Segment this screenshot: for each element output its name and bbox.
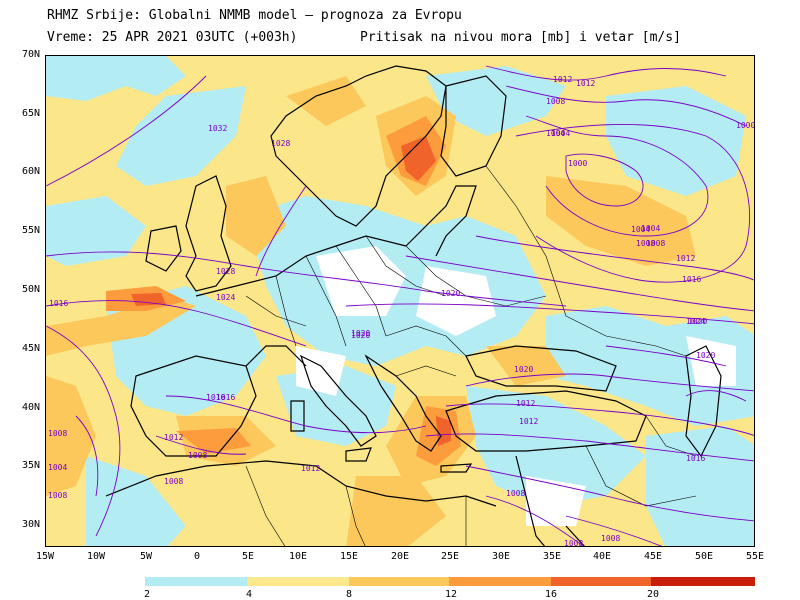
isobar-label: 1020	[688, 317, 707, 326]
isobar-label: 1008	[188, 451, 207, 460]
isobar-label: 1012	[576, 79, 595, 88]
isobar-label: 1024	[216, 293, 235, 302]
lat-label-40n: 40N	[21, 402, 40, 413]
isobar-label: 1008	[164, 477, 183, 486]
isobar-label: 1008	[601, 534, 620, 543]
lat-label-30n: 30N	[21, 519, 40, 530]
isobar-label: 1008	[48, 429, 67, 438]
wind-shading	[46, 56, 754, 546]
forecast-map-canvas: 1032 1028 1028 1024 1016 1020 1020 1024 …	[46, 56, 755, 547]
isobar-label: 1016	[49, 299, 68, 308]
lat-label-60n: 60N	[21, 166, 40, 177]
isobar-label: 1004	[546, 129, 565, 138]
colorbar-segment	[449, 577, 551, 586]
isobar-label: 1016	[686, 454, 705, 463]
isobar-label: 1020	[351, 331, 370, 340]
isobar-label: 1008	[506, 489, 525, 498]
lon-label-30e: 30E	[491, 551, 511, 562]
isobar-label: 1008	[646, 239, 665, 248]
lat-label-65n: 65N	[21, 108, 40, 119]
lon-label-45e: 45E	[643, 551, 663, 562]
lon-label-15e: 15E	[339, 551, 359, 562]
wind-speed-colorbar	[145, 577, 755, 586]
lat-label-45n: 45N	[21, 343, 40, 354]
lon-label-25e: 25E	[440, 551, 460, 562]
lat-label-50n: 50N	[21, 284, 40, 295]
isobar-label: 1020	[441, 289, 460, 298]
map-title-line1: RHMZ Srbije: Globalni NMMB model — progn…	[47, 8, 462, 23]
lon-label-40e: 40E	[592, 551, 612, 562]
lon-label-55e: 55E	[745, 551, 765, 562]
colorbar-segment	[651, 577, 755, 586]
isobar-label: 1008	[546, 97, 565, 106]
isobar-labels: 1032 1028 1028 1024 1016 1020 1020 1024 …	[48, 75, 755, 547]
lon-label-15w: 15W	[35, 551, 55, 562]
colorbar-segment	[145, 577, 247, 586]
isobar-label: 1004	[551, 129, 570, 138]
lon-label-5w: 5W	[139, 551, 153, 562]
colorbar-segment	[349, 577, 449, 586]
isobar-label: 1012	[676, 254, 695, 263]
colorbar-tick-label: 8	[345, 589, 353, 600]
isobar-label: 1008	[48, 491, 67, 500]
isobars	[46, 65, 754, 546]
lat-label-70n: 70N	[21, 49, 40, 60]
lon-label-50e: 50E	[694, 551, 714, 562]
isobar-label: 1012	[519, 417, 538, 426]
lon-label-10e: 10E	[288, 551, 308, 562]
isobar-label: 1012	[516, 399, 535, 408]
isobar-label: 1004	[48, 463, 67, 472]
colorbar-tick-label: 4	[245, 589, 253, 600]
isobar-label: 1004	[641, 224, 660, 233]
isobar-label: 1016	[216, 393, 235, 402]
isobar-label: 1004	[631, 225, 650, 234]
isobar-label: 1000	[736, 121, 755, 130]
isobar-label: 1020	[351, 329, 370, 338]
lat-label-35n: 35N	[21, 460, 40, 471]
colorbar-tick-label: 12	[444, 589, 458, 600]
colorbar-tick-label: 16	[544, 589, 558, 600]
colorbar-tick-label: 2	[143, 589, 151, 600]
colorbar-tick-label: 20	[646, 589, 660, 600]
map-title-valid-time: Vreme: 25 APR 2021 03UTC (+003h)	[47, 30, 298, 45]
lon-label-10w: 10W	[86, 551, 106, 562]
isobar-label: 1016	[682, 275, 701, 284]
forecast-map: 1032 1028 1028 1024 1016 1020 1020 1024 …	[45, 55, 755, 547]
lon-label-5e: 5E	[241, 551, 255, 562]
map-title-variable: Pritisak na nivou mora [mb] i vetar [m/s…	[360, 30, 681, 45]
isobar-label: 1008	[636, 239, 655, 248]
lon-label-35e: 35E	[542, 551, 562, 562]
isobar-label: 1024	[686, 317, 705, 326]
colorbar-segment	[247, 577, 349, 586]
colorbar-segment	[551, 577, 651, 586]
isobar-label: 1028	[216, 267, 235, 276]
isobar-label: 1000	[568, 159, 587, 168]
isobar-label: 1020	[514, 365, 533, 374]
isobar-label: 1008	[564, 539, 583, 547]
isobar-label: 1016	[206, 393, 225, 402]
isobar-label: 1012	[553, 75, 572, 84]
isobar-label: 1028	[271, 139, 290, 148]
isobar-label: 1012	[301, 464, 320, 473]
isobar-label: 1020	[696, 351, 715, 360]
lon-label-20e: 20E	[390, 551, 410, 562]
isobar-label: 1012	[164, 433, 183, 442]
isobar-label: 1032	[208, 124, 227, 133]
lon-label-0: 0	[193, 551, 201, 562]
lat-label-55n: 55N	[21, 225, 40, 236]
